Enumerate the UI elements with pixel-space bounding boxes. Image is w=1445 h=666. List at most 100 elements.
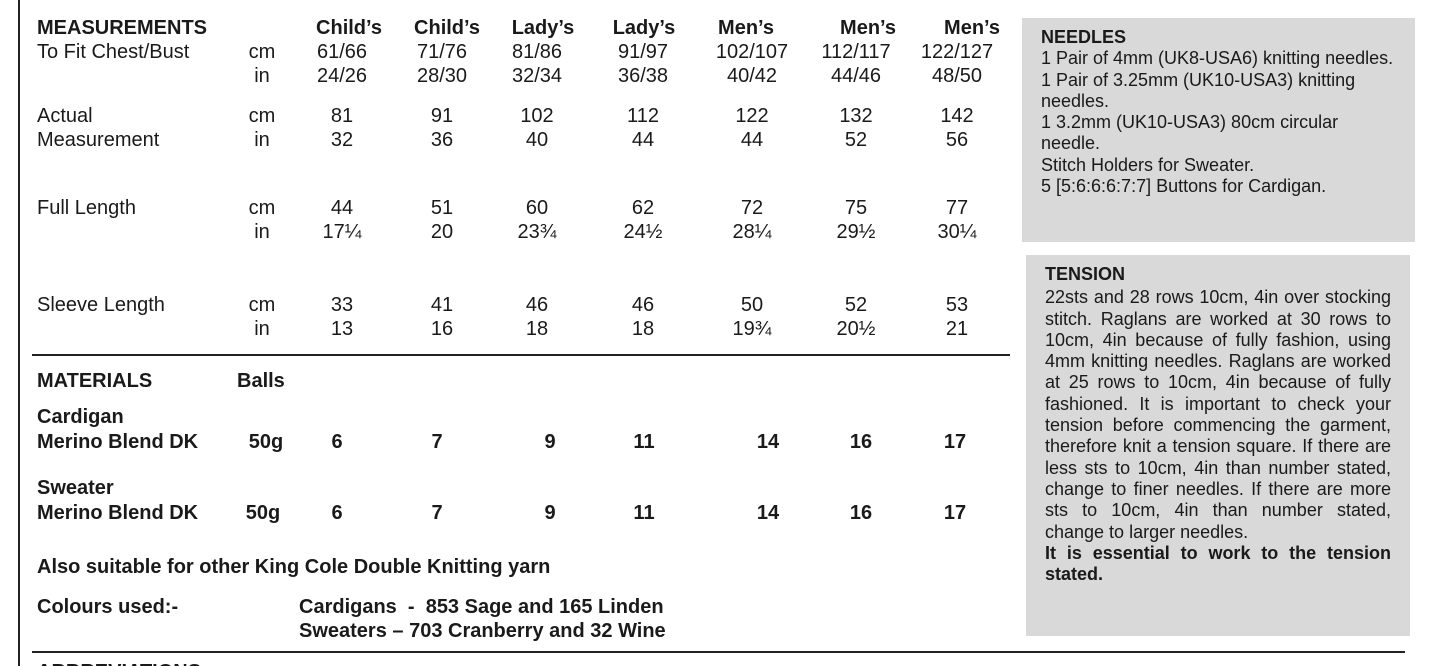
measurement: 56: [945, 129, 969, 151]
unit: cm: [248, 41, 276, 63]
needle-item: 1 3.2mm (UK10-USA3) 80cm circular needle…: [1041, 112, 1339, 154]
unit: in: [254, 129, 270, 151]
measurement: 32/34: [511, 65, 563, 87]
measurement: 102/107: [715, 41, 789, 63]
measurement: 33: [330, 294, 354, 316]
measurement: 102: [520, 105, 554, 127]
measurement: 52: [844, 129, 868, 151]
needle-item: 5 [5:6:6:6:7:7] Buttons for Cardigan.: [1041, 176, 1327, 197]
measurement: 17¼: [322, 221, 362, 243]
row-label: Actual: [37, 105, 93, 127]
tension-text: 22sts and 28 rows 10cm, 4in over stockin…: [1045, 287, 1391, 542]
yarn-name: Sweater: [37, 477, 114, 499]
unit: cm: [248, 197, 276, 219]
section-title: MEASUREMENTS: [37, 17, 208, 39]
row-label: Measurement: [37, 129, 160, 151]
measurement: 51: [430, 197, 454, 219]
needle-item: 1 Pair of 3.25mm (UK10-USA3) knitting ne…: [1041, 69, 1356, 111]
measurement: 62: [631, 197, 655, 219]
colour-line: Cardigans - 853 Sage and 165 Linden: [299, 596, 664, 618]
measurement: 32: [330, 129, 354, 151]
size-header: Men’s: [944, 17, 1000, 39]
measurement: 122: [735, 105, 769, 127]
measurement: 24/26: [316, 65, 368, 87]
measurement: 23¾: [517, 221, 557, 243]
measurement: 72: [740, 197, 764, 219]
needle-item: 1 Pair of 4mm (UK8-USA6) knitting needle…: [1041, 48, 1394, 69]
measurement: 46: [631, 294, 655, 316]
yarn-weight: 50g: [245, 502, 281, 524]
measurement: 36: [430, 129, 454, 151]
ball-count: 6: [331, 431, 343, 453]
ball-count: 17: [943, 502, 967, 524]
measurement: 53: [945, 294, 969, 316]
ball-count: 17: [943, 431, 967, 453]
needles-title: NEEDLES: [1041, 27, 1127, 47]
yarn-note: Also suitable for other King Cole Double…: [37, 556, 551, 578]
measurement: 77: [945, 197, 969, 219]
colours-label: Colours used:-: [37, 596, 179, 618]
needle-item: Stitch Holders for Sweater.: [1041, 154, 1255, 175]
size-header: Child’s: [414, 17, 480, 39]
ball-count: 7: [431, 502, 443, 524]
ball-count: 7: [431, 431, 443, 453]
needles-list: 1 Pair of 4mm (UK8-USA6) knitting needle…: [1041, 48, 1395, 197]
ball-count: 9: [544, 502, 556, 524]
left-rule: [18, 0, 20, 666]
ball-count: 11: [633, 502, 655, 524]
measurement: 60: [525, 197, 549, 219]
measurement: 81: [330, 105, 354, 127]
yarn-name: Cardigan: [37, 406, 124, 428]
measurement: 28/30: [416, 65, 468, 87]
measurement: 40: [525, 129, 549, 151]
unit: cm: [248, 294, 276, 316]
row-label: Full Length: [37, 197, 136, 219]
measurement: 44: [330, 197, 354, 219]
measurement: 18: [631, 318, 655, 340]
measurement: 52: [844, 294, 868, 316]
measurement: 41: [430, 294, 454, 316]
ball-count: 14: [756, 431, 780, 453]
ball-count: 16: [849, 502, 873, 524]
size-header: Men’s: [840, 17, 896, 39]
measurement: 19¾: [732, 318, 772, 340]
measurement: 40/42: [726, 65, 778, 87]
colour-line: Sweaters – 703 Cranberry and 32 Wine: [299, 620, 666, 642]
balls-label: Balls: [237, 370, 285, 392]
measurement: 44: [740, 129, 764, 151]
measurement: 91/97: [617, 41, 669, 63]
ball-count: 6: [331, 502, 343, 524]
unit: cm: [248, 105, 276, 127]
measurement: 44/46: [830, 65, 882, 87]
measurement: 13: [330, 318, 354, 340]
measurement: 44: [631, 129, 655, 151]
size-header: Lady’s: [511, 17, 575, 39]
measurement: 112: [627, 105, 659, 127]
yarn-name: Merino Blend DK: [37, 431, 199, 453]
size-header: Child’s: [316, 17, 382, 39]
yarn-weight: 50g: [248, 431, 284, 453]
unit: in: [254, 318, 270, 340]
measurement: 142: [940, 105, 974, 127]
section-title: MATERIALS: [37, 370, 153, 392]
tension-emphasis: It is essential to work to the tension s…: [1045, 542, 1391, 585]
measurement: 28¼: [732, 221, 772, 243]
measurement: 75: [844, 197, 868, 219]
measurement: 30¼: [937, 221, 977, 243]
measurement: 20½: [836, 318, 876, 340]
tension-box: TENSION 22sts and 28 rows 10cm, 4in over…: [1026, 255, 1410, 636]
measurement: 81/86: [511, 41, 563, 63]
unit: in: [254, 65, 270, 87]
measurement: 18: [525, 318, 549, 340]
measurement: 61/66: [316, 41, 368, 63]
unit: in: [254, 221, 270, 243]
yarn-name: Merino Blend DK: [37, 502, 199, 524]
ball-count: 9: [544, 431, 556, 453]
measurement: 48/50: [931, 65, 983, 87]
needles-box: NEEDLES 1 Pair of 4mm (UK8-USA6) knittin…: [1022, 18, 1415, 242]
divider: [32, 651, 1405, 653]
measurement: 29½: [836, 221, 876, 243]
row-label: To Fit Chest/Bust: [37, 41, 190, 63]
ball-count: 14: [756, 502, 780, 524]
